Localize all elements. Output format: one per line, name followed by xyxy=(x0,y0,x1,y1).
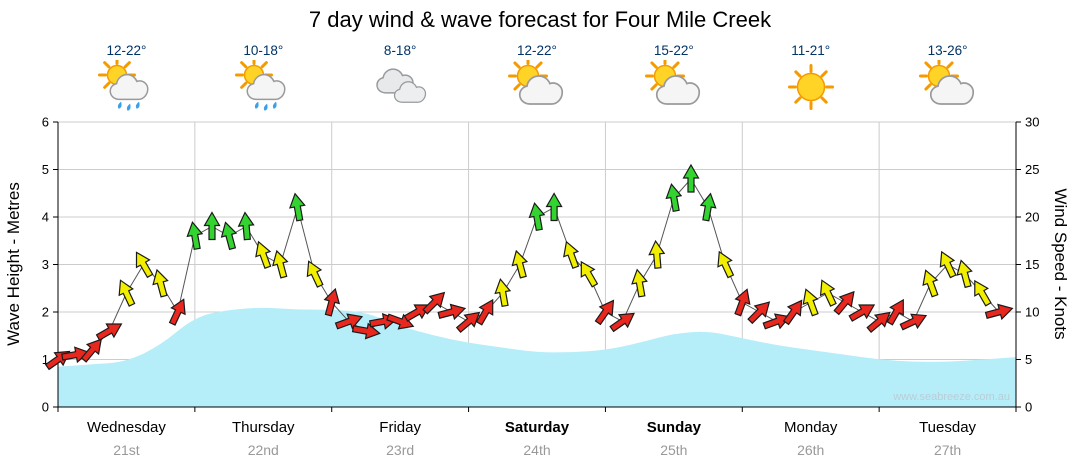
wind-speed-axis-label: Wind Speed - Knots xyxy=(1051,188,1070,340)
svg-text:2: 2 xyxy=(42,305,49,320)
temperature-label: 15-22° xyxy=(653,43,694,58)
sun-cloud-icon xyxy=(918,56,978,114)
temperature-label: 12-22° xyxy=(106,43,147,58)
day-date-label: 26th xyxy=(797,442,825,458)
svg-text:20: 20 xyxy=(1025,210,1039,225)
svg-text:4: 4 xyxy=(42,210,49,225)
day-date-label: 22nd xyxy=(247,442,279,458)
sun-cloud-rain-icon xyxy=(96,56,156,114)
day-name-label: Thursday xyxy=(232,419,295,436)
wave-height-axis-label: Wave Height - Metres xyxy=(4,182,23,346)
temperature-label: 13-26° xyxy=(927,43,968,58)
svg-text:5: 5 xyxy=(1025,352,1032,367)
svg-text:15: 15 xyxy=(1025,257,1039,272)
day-date-label: 23rd xyxy=(386,442,415,458)
day-name-label: Tuesday xyxy=(919,419,977,436)
svg-text:5: 5 xyxy=(42,162,49,177)
day-name-label: Monday xyxy=(784,419,838,436)
temperature-label: 11-21° xyxy=(791,43,831,58)
sun-icon xyxy=(781,60,841,114)
sun-cloud-icon xyxy=(644,56,704,114)
svg-text:0: 0 xyxy=(42,400,49,415)
chart-title: 7 day wind & wave forecast for Four Mile… xyxy=(308,7,772,32)
day-date-label: 27th xyxy=(933,442,962,458)
temperature-label: 10-18° xyxy=(243,43,284,58)
day-date-label: 25th xyxy=(660,442,688,458)
svg-text:0: 0 xyxy=(1025,400,1032,415)
svg-text:25: 25 xyxy=(1025,162,1039,177)
day-name-label: Wednesday xyxy=(86,419,166,436)
temperature-label: 12-22° xyxy=(517,43,557,58)
day-name-label: Saturday xyxy=(504,419,570,436)
temperature-label: 8-18° xyxy=(383,43,417,58)
svg-text:10: 10 xyxy=(1025,305,1039,320)
day-name-label: Sunday xyxy=(646,419,701,436)
cloud-icon xyxy=(370,60,430,114)
svg-text:1: 1 xyxy=(42,352,49,367)
sun-cloud-rain-icon xyxy=(233,56,293,114)
day-name-label: Friday xyxy=(379,419,421,436)
watermark-text: www.seabreeze.com.au xyxy=(893,391,1010,403)
sun-cloud-icon xyxy=(507,56,567,114)
day-date-label: 24th xyxy=(523,442,551,458)
day-date-label: 21st xyxy=(113,442,140,458)
svg-text:30: 30 xyxy=(1025,115,1039,130)
svg-text:6: 6 xyxy=(42,115,49,130)
svg-text:3: 3 xyxy=(42,257,49,272)
